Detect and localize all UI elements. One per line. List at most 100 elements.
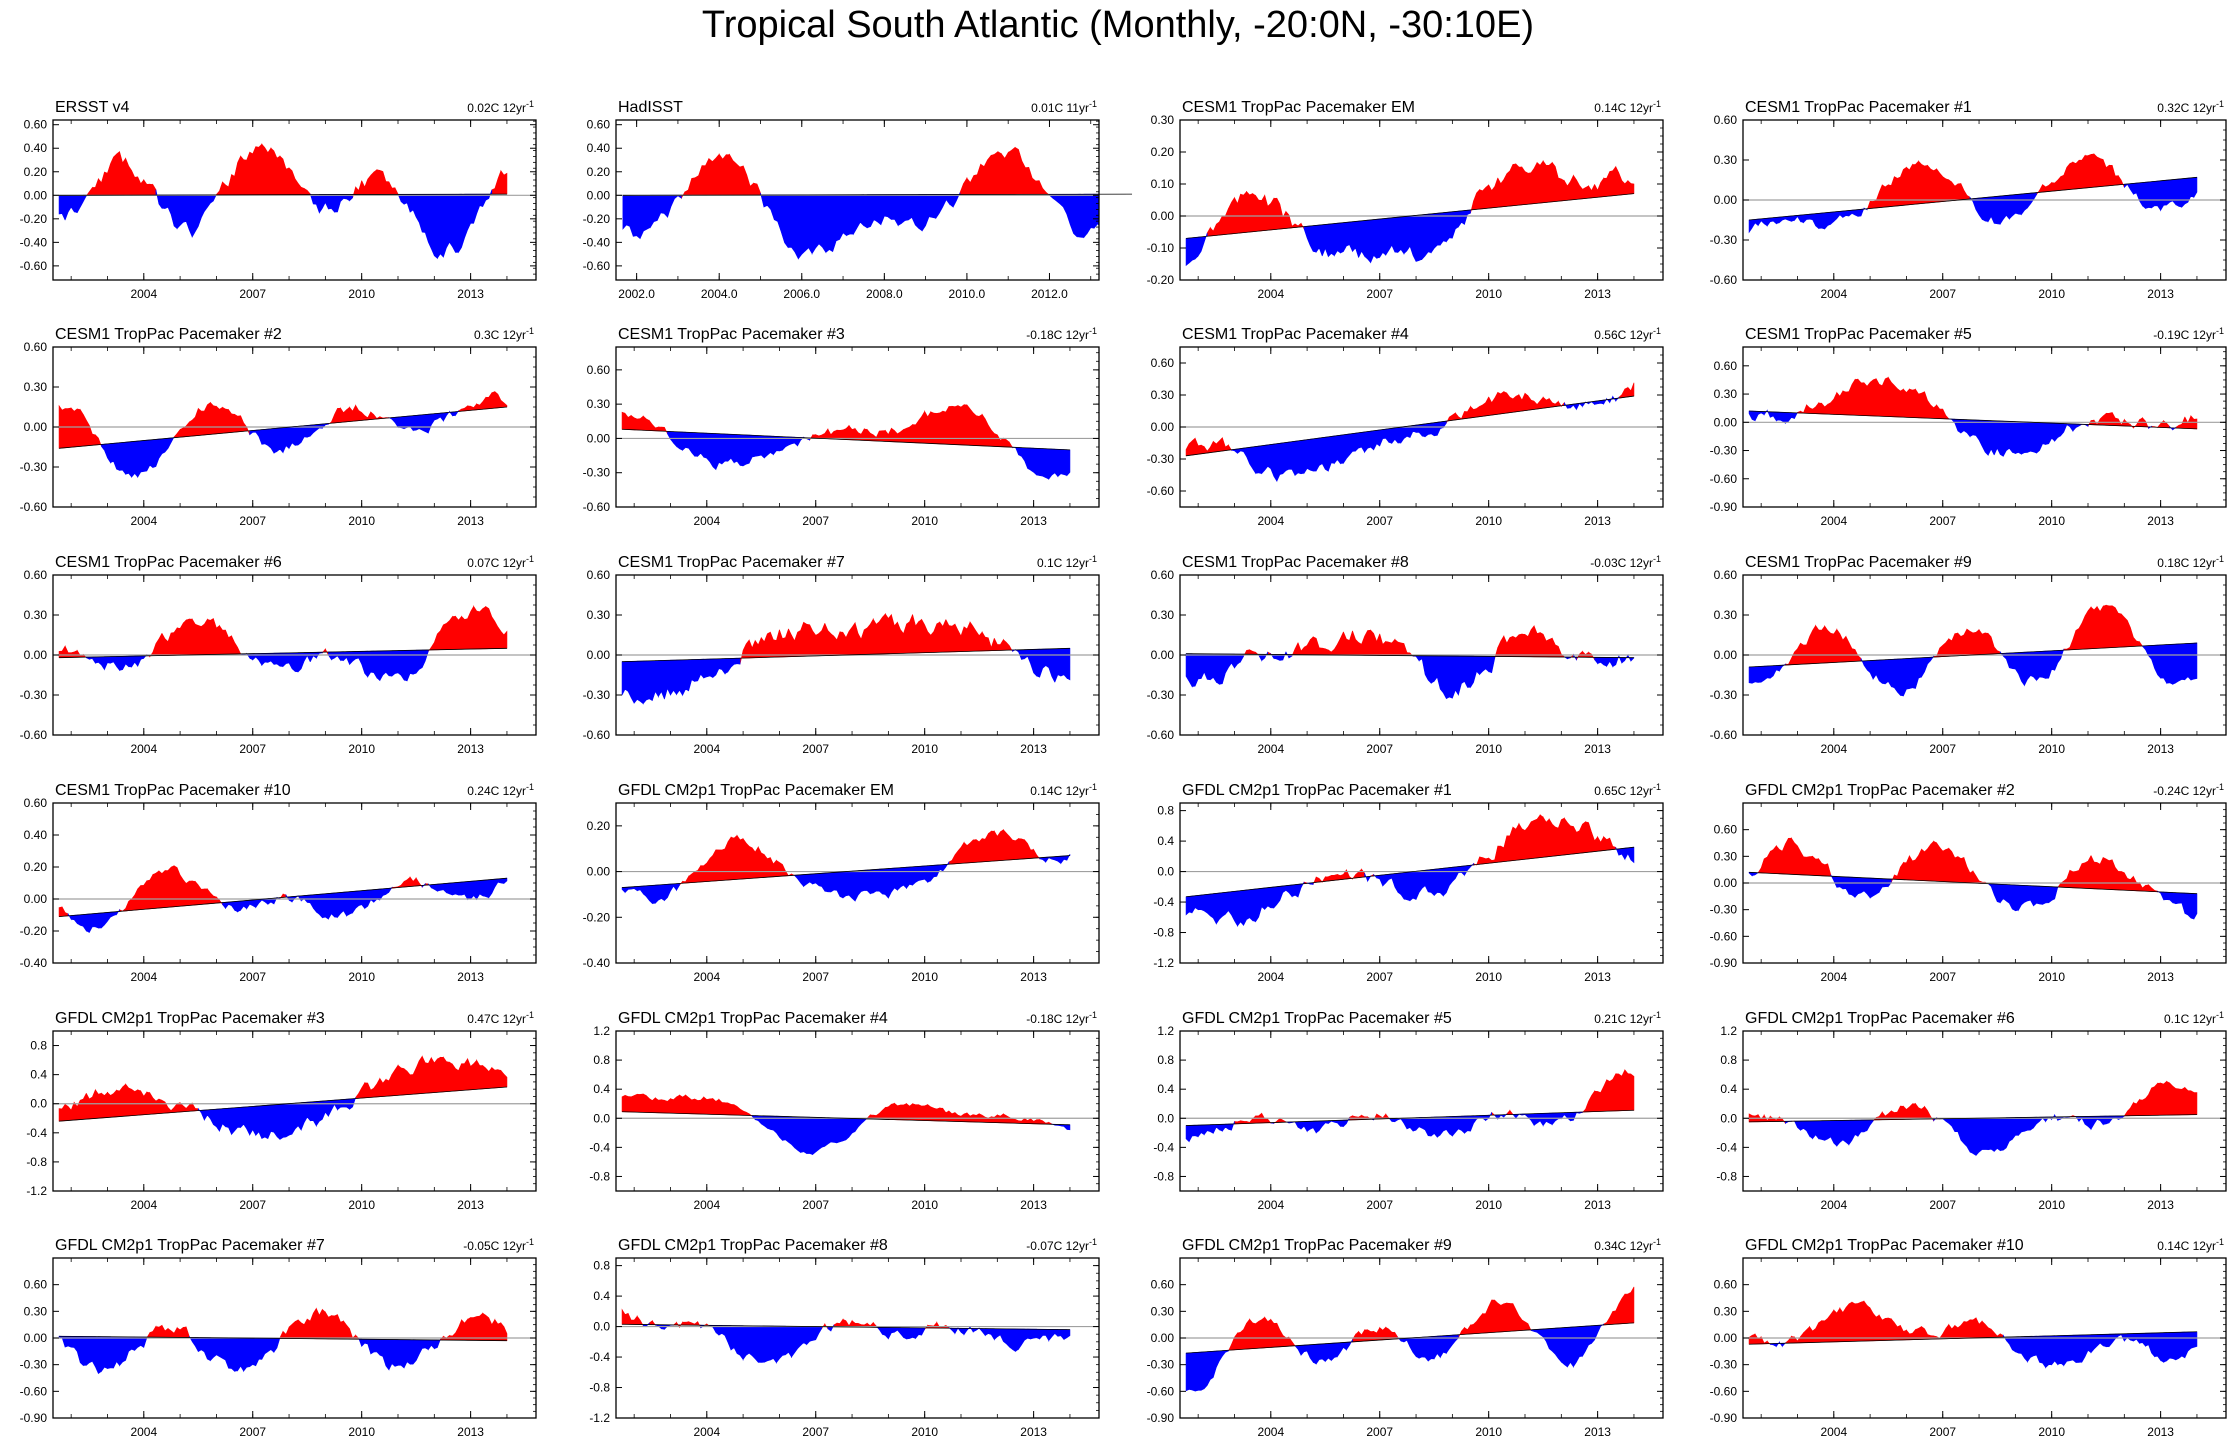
x-tick-label: 2013 [1020, 514, 1047, 528]
y-tick-label: 0.30 [1714, 608, 1738, 622]
x-tick-label: 2010 [1475, 742, 1502, 756]
y-tick-label: 0.8 [1157, 804, 1174, 818]
y-tick-label: 0.20 [587, 165, 611, 179]
x-tick-label: 2013 [1584, 287, 1611, 301]
y-tick-label: 0.0 [593, 1111, 610, 1125]
panel-title: GFDL CM2p1 TropPac Pacemaker #7 [55, 1237, 325, 1254]
trend-label: -0.07C 12yr-1 [1026, 1237, 1097, 1253]
y-tick-label: -0.20 [583, 910, 611, 924]
x-tick-label: 2010 [911, 514, 938, 528]
x-tick-label: 2007 [1366, 1425, 1393, 1439]
trend-line [1749, 1114, 2197, 1123]
trend-label: -0.24C 12yr-1 [2153, 782, 2224, 798]
y-tick-label: -0.30 [1710, 903, 1738, 917]
panel-2: 0.60 0.40 0.20 0.00 -0.20 -0.40 -0.60 2002.0 200… [583, 99, 1133, 301]
y-tick-label: -0.4 [1716, 1140, 1737, 1154]
y-tick-label: 0.30 [1151, 608, 1175, 622]
negative-anomaly-area [1785, 1113, 2125, 1157]
x-tick-label: 2007 [1929, 970, 1956, 984]
x-tick-label: 2013 [1584, 1425, 1611, 1439]
positive-anomaly-area [146, 1307, 508, 1341]
trend-label: 0.1C 12yr-1 [1037, 554, 1097, 570]
panel-title: CESM1 TropPac Pacemaker EM [1182, 99, 1415, 116]
x-tick-label: 2004 [693, 1425, 720, 1439]
y-tick-label: 0.8 [30, 1039, 47, 1053]
trend-label: -0.18C 12yr-1 [1026, 1010, 1097, 1026]
plot-frame [615, 119, 1100, 281]
panel-title: GFDL CM2p1 TropPac Pacemaker #8 [618, 1237, 888, 1254]
y-tick-label: 0.00 [1151, 648, 1175, 662]
x-tick-label: 2010 [1475, 970, 1502, 984]
y-tick-label: 0.00 [1151, 1331, 1175, 1345]
panel-4: 0.60 0.30 0.00 -0.30 -0.60 2004 2007 2010 2013 CE… [1710, 99, 2227, 301]
y-tick-label: -0.30 [1710, 688, 1738, 702]
negative-anomaly-area [1185, 651, 1635, 700]
x-tick-label: 2007 [802, 970, 829, 984]
x-tick-label: 2010 [1475, 514, 1502, 528]
panel-title: CESM1 TropPac Pacemaker #5 [1745, 326, 1972, 343]
y-tick-label: -0.4 [26, 1126, 47, 1140]
x-tick-label: 2013 [457, 1198, 484, 1212]
x-tick-label: 2013 [1020, 970, 1047, 984]
positive-anomaly-area [621, 404, 1013, 449]
trend-label: 0.32C 12yr-1 [2157, 99, 2224, 115]
y-tick-label: 0.60 [1151, 568, 1175, 582]
x-tick-label: 2010 [2038, 1198, 2065, 1212]
y-tick-label: 0.0 [1157, 865, 1174, 879]
negative-anomaly-area [1185, 209, 1471, 267]
panel-15: 0.8 0.4 0.0 -0.4 -0.8 -1.2 2004 2007 2010 2013 GFD… [1153, 782, 1664, 984]
y-tick-label: -0.30 [1147, 1358, 1175, 1372]
y-tick-label: -0.20 [20, 212, 48, 226]
y-tick-label: 0.60 [587, 363, 611, 377]
x-tick-label: 2007 [1929, 742, 1956, 756]
x-tick-label: 2004 [1820, 742, 1847, 756]
x-tick-label: 2007 [1929, 287, 1956, 301]
trend-line [59, 1086, 507, 1122]
x-tick-label: 2007 [239, 514, 266, 528]
panel-title: CESM1 TropPac Pacemaker #9 [1745, 554, 1972, 571]
y-tick-label: 0.40 [24, 828, 48, 842]
positive-anomaly-area [1748, 1300, 2004, 1346]
y-tick-label: 0.00 [24, 648, 48, 662]
panel-title: GFDL CM2p1 TropPac Pacemaker #2 [1745, 782, 2015, 799]
y-tick-label: -0.90 [20, 1411, 48, 1425]
y-tick-label: 0.30 [24, 1304, 48, 1318]
y-tick-label: -0.8 [1153, 926, 1174, 940]
positive-anomaly-area [58, 1055, 508, 1122]
negative-anomaly-area [58, 1335, 441, 1375]
x-tick-label: 2007 [1366, 287, 1393, 301]
y-tick-label: 0.30 [587, 608, 611, 622]
negative-anomaly-area [621, 854, 1071, 905]
trend-label: -0.03C 12yr-1 [1590, 554, 1661, 570]
y-tick-label: 0.60 [24, 118, 48, 132]
panel-title: GFDL CM2p1 TropPac Pacemaker #5 [1182, 1010, 1452, 1027]
x-tick-label: 2012.0 [1031, 287, 1068, 301]
y-tick-label: 0.00 [1714, 415, 1738, 429]
y-tick-label: -0.10 [1147, 241, 1175, 255]
x-tick-label: 2013 [1584, 514, 1611, 528]
plot-frame [1179, 802, 1664, 964]
y-tick-label: 0.30 [1714, 387, 1738, 401]
y-tick-label: -0.4 [589, 1140, 610, 1154]
y-tick-label: -1.2 [26, 1184, 47, 1198]
trend-line [59, 406, 507, 449]
y-tick-label: 0.30 [1151, 388, 1175, 402]
positive-anomaly-area [1243, 625, 1595, 661]
negative-anomaly-area [751, 1115, 1071, 1156]
x-tick-label: 2004 [1820, 1198, 1847, 1212]
x-tick-label: 2010 [348, 1425, 375, 1439]
y-tick-label: 0.00 [587, 648, 611, 662]
positive-anomaly-area [1785, 604, 2143, 666]
panel-10: 0.60 0.30 0.00 -0.30 -0.60 2004 2007 2010 2013 CE… [583, 554, 1100, 756]
x-tick-label: 2007 [1366, 742, 1393, 756]
positive-anomaly-area [1228, 1286, 1635, 1352]
trend-line [1185, 395, 1635, 457]
y-tick-label: -0.8 [1153, 1169, 1174, 1183]
plot-frame [615, 1257, 1100, 1419]
negative-anomaly-area [1231, 395, 1620, 483]
y-tick-label: 0.4 [1720, 1082, 1737, 1096]
panel-title: CESM1 TropPac Pacemaker #10 [55, 782, 291, 799]
x-tick-label: 2004 [130, 742, 157, 756]
y-tick-label: -0.90 [1710, 956, 1738, 970]
